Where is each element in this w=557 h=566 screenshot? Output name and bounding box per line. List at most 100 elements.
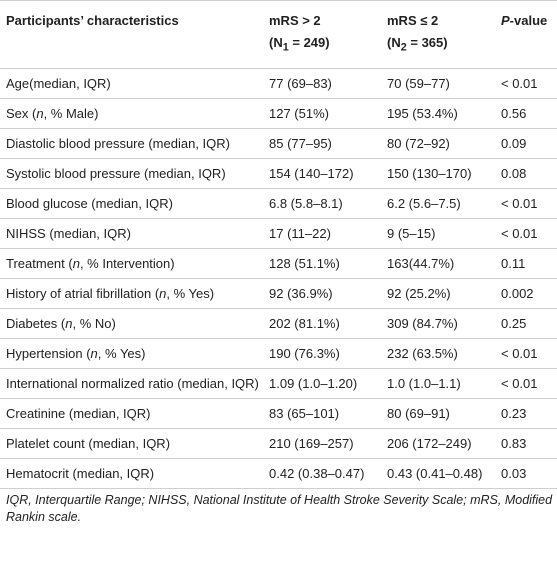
table-row: Treatment (n, % Intervention) 128 (51.1%)… [0, 248, 557, 279]
header-text: -value [509, 13, 548, 28]
label-text: Platelet count (median, IQR) [6, 435, 171, 451]
cell-text: 1.09 (1.0–1.20) [269, 375, 358, 391]
header-text: = 365) [406, 35, 448, 50]
value-cell: 0.56 [495, 98, 557, 129]
cell-text: 210 (169–257) [269, 435, 354, 451]
value-cell: 202 (81.1%) [263, 308, 381, 339]
cell-text: 77 (69–83) [269, 75, 332, 91]
cell-text: 1.0 (1.0–1.1) [387, 375, 461, 391]
value-cell: 70 (59–77) [381, 68, 495, 99]
label-cell: Creatinine (median, IQR) [0, 398, 263, 429]
value-cell: 0.11 [495, 248, 557, 279]
label-text: , % Male) [43, 105, 99, 121]
value-cell: 80 (69–91) [381, 398, 495, 429]
value-cell: 85 (77–95) [263, 128, 381, 159]
table-row: Sex (n, % Male) 127 (51%) 195 (53.4%) 0.56 [0, 98, 557, 129]
value-cell: 92 (36.9%) [263, 278, 381, 309]
value-cell: < 0.01 [495, 68, 557, 99]
value-cell: 195 (53.4%) [381, 98, 495, 129]
label-text: Creatinine (median, IQR) [6, 405, 151, 421]
label-cell: Hematocrit (median, IQR) [0, 458, 263, 489]
cell-text: 309 (84.7%) [387, 315, 458, 331]
cell-text: 0.83 [501, 435, 527, 451]
cell-text: 154 (140–172) [269, 165, 354, 181]
value-cell: 1.09 (1.0–1.20) [263, 368, 381, 399]
label-text: Hypertension ( [6, 345, 91, 361]
cell-text: 92 (36.9%) [269, 285, 333, 301]
label-text: , % Yes) [166, 285, 215, 301]
header-cell: P-value [495, 0, 557, 69]
value-cell: 92 (25.2%) [381, 278, 495, 309]
label-cell: Blood glucose (median, IQR) [0, 188, 263, 219]
value-cell: 127 (51%) [263, 98, 381, 129]
label-cell: Hypertension (n, % Yes) [0, 338, 263, 369]
value-cell: 0.43 (0.41–0.48) [381, 458, 495, 489]
header-row: Participants’ characteristics mRS > 2 (N1… [0, 0, 557, 69]
value-cell: 0.03 [495, 458, 557, 489]
cell-text: 128 (51.1%) [269, 255, 340, 271]
value-cell: 1.0 (1.0–1.1) [381, 368, 495, 399]
cell-text: 0.43 (0.41–0.48) [387, 465, 483, 481]
value-cell: < 0.01 [495, 338, 557, 369]
label-text: Diabetes ( [6, 315, 66, 331]
cell-text: 0.25 [501, 315, 527, 331]
table-row: Hematocrit (median, IQR) 0.42 (0.38–0.47)… [0, 458, 557, 489]
label-text: , % Yes) [97, 345, 146, 361]
value-cell: 0.25 [495, 308, 557, 339]
label-cell: Diabetes (n, % No) [0, 308, 263, 339]
value-cell: 0.23 [495, 398, 557, 429]
value-cell: 0.002 [495, 278, 557, 309]
cell-text: 83 (65–101) [269, 405, 340, 421]
table-row: Blood glucose (median, IQR) 6.8 (5.8–8.1)… [0, 188, 557, 219]
cell-text: 9 (5–15) [387, 225, 436, 241]
cell-text: < 0.01 [501, 225, 538, 241]
label-text: , % Intervention) [79, 255, 175, 271]
cell-text: 190 (76.3%) [269, 345, 340, 361]
cell-text: 150 (130–170) [387, 165, 472, 181]
label-text: History of atrial fibrillation ( [6, 285, 160, 301]
label-cell: Age(median, IQR) [0, 68, 263, 99]
table-row: Age(median, IQR) 77 (69–83) 70 (59–77) < 0.… [0, 68, 557, 99]
header-cell: mRS > 2 (N1 = 249) [263, 0, 381, 69]
cell-text: 202 (81.1%) [269, 315, 340, 331]
label-text: International normalized ratio (median, … [6, 375, 259, 391]
value-cell: 0.09 [495, 128, 557, 159]
header-cell: Participants’ characteristics [0, 0, 263, 69]
cell-text: 0.56 [501, 105, 527, 121]
value-cell: 83 (65–101) [263, 398, 381, 429]
value-cell: 80 (72–92) [381, 128, 495, 159]
cell-text: 6.2 (5.6–7.5) [387, 195, 461, 211]
table-row: Diastolic blood pressure (median, IQR) 85… [0, 128, 557, 159]
cell-text: 163(44.7%) [387, 255, 455, 271]
value-cell: 17 (11–22) [263, 218, 381, 249]
cell-text: 0.002 [501, 285, 534, 301]
cell-text: 92 (25.2%) [387, 285, 451, 301]
label-text: n [159, 285, 167, 301]
label-text: n [72, 255, 80, 271]
header-cell: mRS ≤ 2 (N2 = 365) [381, 0, 495, 69]
cell-text: 127 (51%) [269, 105, 329, 121]
value-cell: 6.2 (5.6–7.5) [381, 188, 495, 219]
value-cell: < 0.01 [495, 218, 557, 249]
table-row: International normalized ratio (median, … [0, 368, 557, 399]
cell-text: < 0.01 [501, 345, 538, 361]
header-text: = 249) [288, 35, 330, 50]
label-text: Diastolic blood pressure (median, IQR) [6, 135, 230, 151]
value-cell: 150 (130–170) [381, 158, 495, 189]
label-text: Hematocrit (median, IQR) [6, 465, 155, 481]
label-cell: History of atrial fibrillation (n, % Yes… [0, 278, 263, 309]
cell-text: 0.42 (0.38–0.47) [269, 465, 365, 481]
cell-text: 70 (59–77) [387, 75, 450, 91]
label-text: Age(median, IQR) [6, 75, 111, 91]
label-cell: Platelet count (median, IQR) [0, 428, 263, 459]
cell-text: < 0.01 [501, 75, 538, 91]
header-text: Participants’ characteristics [6, 13, 179, 28]
value-cell: 154 (140–172) [263, 158, 381, 189]
table-row: Systolic blood pressure (median, IQR) 154… [0, 158, 557, 189]
cell-text: < 0.01 [501, 375, 538, 391]
value-cell: 163(44.7%) [381, 248, 495, 279]
header-text: (N [387, 35, 401, 50]
table-row: Platelet count (median, IQR) 210 (169–257… [0, 428, 557, 459]
value-cell: < 0.01 [495, 188, 557, 219]
